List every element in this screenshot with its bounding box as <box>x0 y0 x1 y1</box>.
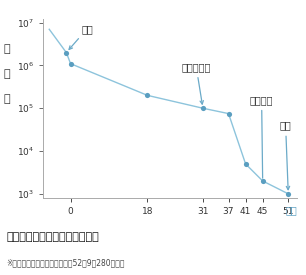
Text: 年齢: 年齢 <box>285 205 297 215</box>
Point <box>243 162 248 166</box>
Text: 卵: 卵 <box>3 45 10 54</box>
Point <box>68 62 73 66</box>
Text: 胞: 胞 <box>3 69 10 79</box>
Point <box>260 179 265 183</box>
Text: 閉経: 閉経 <box>280 121 292 190</box>
Text: 月経不順: 月経不順 <box>250 95 273 178</box>
Point <box>286 192 291 196</box>
Text: ※出典：日本産科妇人科学会評52巻9号280頁より: ※出典：日本産科妇人科学会評52巻9号280頁より <box>6 258 125 268</box>
Point <box>200 106 205 111</box>
Text: 図１　加齢に伴う卵胞数の減少: 図１ 加齢に伴う卵胞数の減少 <box>6 232 99 242</box>
Text: 妊孕性低下: 妊孕性低下 <box>181 62 211 104</box>
Text: 出生: 出生 <box>69 24 93 50</box>
Point <box>145 93 150 98</box>
Point <box>64 50 69 55</box>
Text: 数: 数 <box>3 94 10 104</box>
Point <box>226 111 231 116</box>
